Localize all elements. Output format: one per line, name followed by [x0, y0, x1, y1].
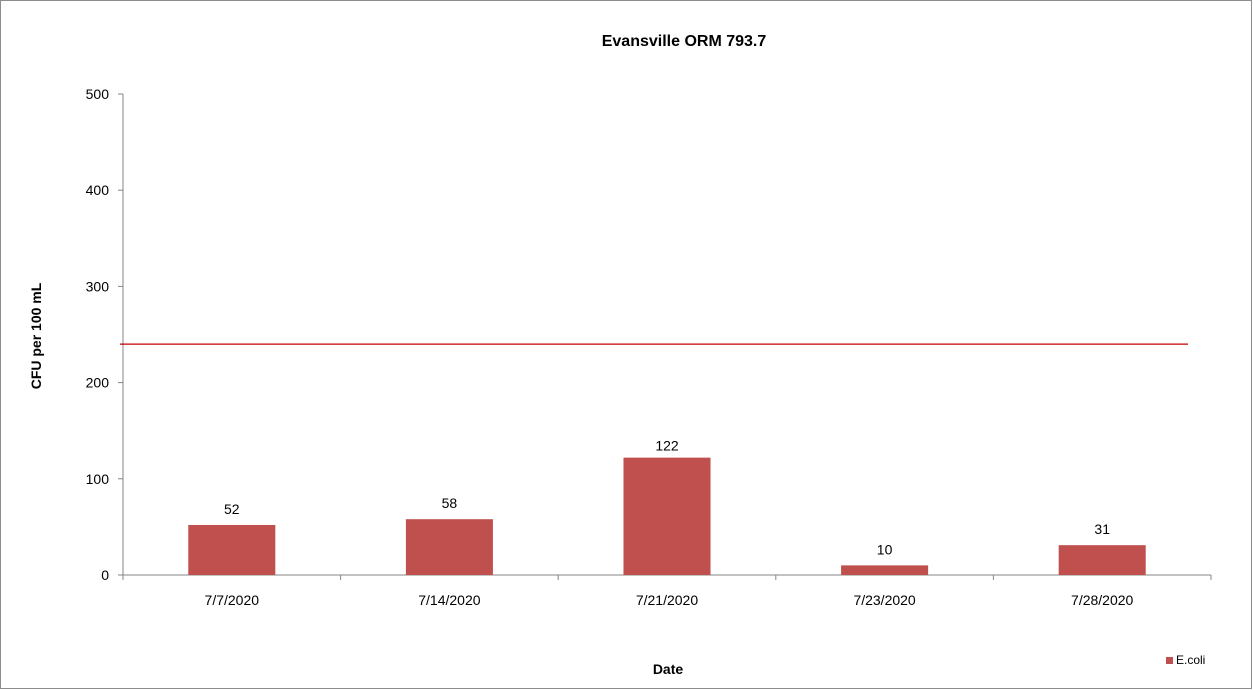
y-tick-label: 0 — [101, 567, 109, 583]
bar — [1058, 545, 1146, 575]
bar — [841, 565, 929, 575]
x-tick-label: 7/21/2020 — [636, 592, 698, 608]
x-axis-title: Date — [653, 661, 684, 677]
chart-title: Evansville ORM 793.7 — [602, 33, 767, 50]
y-tick-label: 500 — [86, 86, 110, 102]
data-label: 10 — [877, 541, 893, 557]
x-tick-label: 7/23/2020 — [853, 592, 915, 608]
legend-swatch — [1166, 657, 1173, 664]
y-tick-label: 400 — [86, 182, 110, 198]
y-tick-label: 300 — [86, 278, 110, 294]
legend: E.coli — [1166, 653, 1205, 667]
legend-label: E.coli — [1176, 653, 1205, 667]
x-tick-label: 7/7/2020 — [205, 592, 260, 608]
x-tick-label: 7/28/2020 — [1071, 592, 1133, 608]
data-label: 122 — [655, 438, 679, 454]
y-tick-label: 100 — [86, 471, 110, 487]
bar — [188, 524, 276, 575]
data-label: 58 — [442, 495, 458, 511]
data-label: 31 — [1094, 521, 1110, 537]
x-tick-label: 7/14/2020 — [418, 592, 480, 608]
bar — [405, 519, 493, 575]
bar — [623, 457, 711, 575]
y-tick-label: 200 — [86, 375, 110, 391]
plot-area: 0 100 200 300 400 500 52 7/7/2020 58 7/14/2020 122… — [86, 86, 1212, 608]
data-label: 52 — [224, 501, 240, 517]
y-axis-title: CFU per 100 mL — [28, 282, 44, 389]
